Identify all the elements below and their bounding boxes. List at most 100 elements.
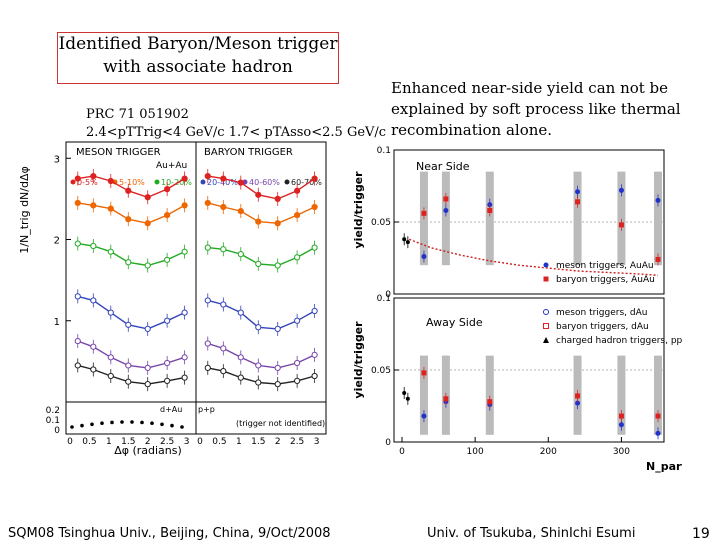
away-meson-point <box>421 413 427 419</box>
data-point <box>204 364 211 371</box>
left-x-axis-label: Δφ (radians) <box>114 444 182 457</box>
legend-entry: baryon triggers, dAu <box>556 322 649 332</box>
data-point <box>274 381 281 388</box>
footer-conference: SQM08 Tsinghua Univ., Beijing, China, 9/… <box>8 526 331 541</box>
data-point <box>311 307 318 315</box>
legend-entry: 20-40% <box>207 178 238 187</box>
away-systematic-band <box>654 355 662 435</box>
data-point <box>220 203 227 211</box>
away-meson-point <box>618 422 624 428</box>
near-meson-point <box>575 189 581 195</box>
right-x-tick-label: 100 <box>467 447 484 457</box>
left-x-tick-label: 2.5 <box>290 437 304 447</box>
away-meson-point <box>655 430 661 436</box>
dau-point <box>150 421 154 426</box>
near-reference-point <box>402 237 407 242</box>
dau-point <box>110 420 114 425</box>
left-y-tick-label: 1 <box>54 317 60 328</box>
data-point <box>144 364 151 371</box>
dau-point <box>90 422 94 427</box>
right-y-tick-label: 0 <box>385 290 391 300</box>
data-point <box>311 351 318 358</box>
right-y-tick-label: 0.1 <box>377 294 391 304</box>
data-point <box>107 372 114 380</box>
sub-y-tick-label: 0 <box>54 426 60 436</box>
data-point <box>144 262 151 269</box>
dau-point <box>130 420 134 424</box>
slide-title-line2: with associate hadron <box>103 57 293 77</box>
right-y-tick-label: 0.05 <box>371 366 391 376</box>
data-point <box>255 218 262 225</box>
near-y-axis-label: yield/trigger <box>352 171 365 249</box>
near-baryon-point <box>575 199 581 205</box>
near-side-label: Near Side <box>416 160 470 173</box>
legend-marker <box>543 262 549 268</box>
near-systematic-band <box>573 171 582 266</box>
data-point <box>181 175 188 182</box>
data-point <box>107 248 114 255</box>
legend-entry: 10-20% <box>161 178 192 187</box>
data-point <box>294 317 301 324</box>
data-point <box>220 246 227 253</box>
right-y-tick-label: 0 <box>385 438 391 448</box>
dau-point <box>70 425 74 429</box>
data-point <box>74 293 81 300</box>
data-point <box>181 248 188 255</box>
data-point <box>144 220 151 227</box>
away-baryon-point <box>487 399 493 405</box>
away-meson-point <box>575 400 581 406</box>
data-point <box>125 362 132 369</box>
data-point <box>181 354 188 361</box>
near-baryon-point <box>443 196 449 202</box>
legend-entry: charged hadron triggers, pp <box>556 336 682 346</box>
near-baryon-point <box>421 210 427 216</box>
data-point <box>125 259 132 266</box>
near-meson-point <box>618 187 624 193</box>
data-point <box>164 186 171 193</box>
data-point <box>220 301 227 308</box>
data-point <box>294 212 301 219</box>
right-data-points <box>402 171 662 440</box>
correlation-figure: MESON TRIGGER BARYON TRIGGER Au+Au 0-5% 5… <box>18 141 327 457</box>
left-x-tick-label: 0 <box>67 437 73 447</box>
left-y-ticks: 1 2 3 00.10.2 <box>46 154 71 436</box>
data-point <box>255 324 262 331</box>
data-point <box>294 187 301 194</box>
trigger-note-label: (trigger not identified) <box>236 419 325 428</box>
legend-entry: 60-70% <box>291 178 322 187</box>
data-point <box>144 194 151 201</box>
data-point <box>164 256 171 263</box>
meson-trigger-label: MESON TRIGGER <box>76 147 161 158</box>
note-line3: recombination alone. <box>391 121 553 139</box>
reference-line1: PRC 71 051902 <box>86 107 189 122</box>
data-point <box>144 381 151 388</box>
data-point <box>107 354 114 361</box>
data-point <box>274 325 281 332</box>
data-point <box>294 359 301 367</box>
left-y-tick-label: 2 <box>54 236 60 247</box>
away-reference-point <box>402 391 407 396</box>
left-x-tick-label: 0.5 <box>82 437 96 447</box>
baryon-trigger-label: BARYON TRIGGER <box>204 147 293 158</box>
yield-figure: Near Side Away Side 00.050.100.050.1 0 10… <box>352 146 682 473</box>
data-point <box>311 244 318 251</box>
near-baryon-point <box>655 256 661 262</box>
data-point <box>107 309 114 316</box>
away-y-axis-label: yield/trigger <box>352 321 365 399</box>
right-y-tick-label: 0.05 <box>371 218 391 228</box>
data-point <box>125 216 132 223</box>
left-y-axis-label: 1/N_trig dN/dΔφ <box>18 166 31 253</box>
data-point <box>294 254 301 261</box>
dau-point <box>80 423 84 428</box>
page-number: 19 <box>692 526 710 542</box>
data-point <box>237 251 244 258</box>
left-x-tick-label: 1.5 <box>121 437 135 447</box>
legend-marker <box>543 309 549 315</box>
data-point <box>204 297 211 304</box>
dau-point <box>160 422 164 427</box>
dau-point <box>140 420 144 425</box>
data-point <box>237 374 244 381</box>
near-meson-point <box>443 207 449 213</box>
data-point <box>274 220 281 227</box>
right-legend: meson triggers, AuAu baryon triggers, AuA… <box>543 261 682 346</box>
